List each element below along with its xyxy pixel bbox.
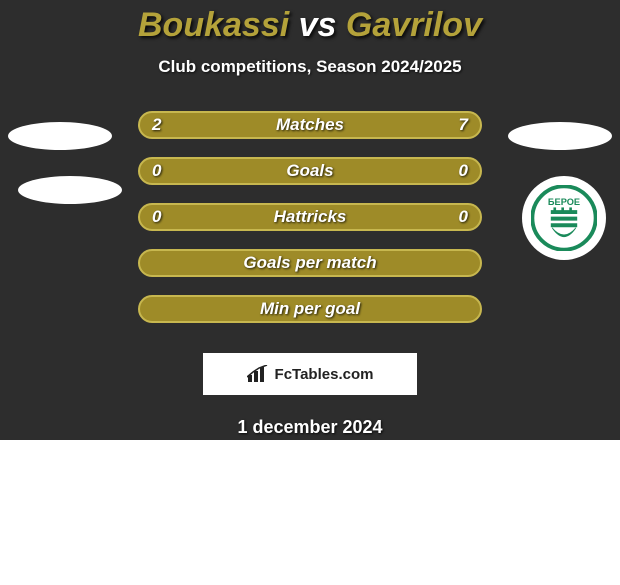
stat-row-matches: 2 Matches 7 (0, 111, 620, 139)
title-right-name: Gavrilov (346, 6, 482, 44)
stat-row-min-per-goal: Min per goal (0, 295, 620, 323)
stat-right-value: 7 (459, 115, 468, 135)
stat-right-value: 0 (459, 161, 468, 181)
fctables-watermark: FcTables.com (203, 353, 417, 395)
stat-label: Min per goal (140, 299, 480, 319)
content: Boukassi vs Gavrilov Club competitions, … (0, 0, 620, 438)
fctables-text: FcTables.com (275, 366, 374, 383)
stat-row-goals-per-match: Goals per match (0, 249, 620, 277)
stat-label: Goals (140, 161, 480, 181)
stat-right-value: 0 (459, 207, 468, 227)
stat-label: Goals per match (140, 253, 480, 273)
stat-label: Matches (140, 115, 480, 135)
subtitle: Club competitions, Season 2024/2025 (0, 57, 620, 77)
date: 1 december 2024 (0, 417, 620, 438)
title-vs: vs (299, 6, 337, 44)
stat-label: Hattricks (140, 207, 480, 227)
title-left-name: Boukassi (138, 6, 289, 44)
bar-chart-icon (247, 365, 269, 383)
stat-row-goals: 0 Goals 0 (0, 157, 620, 185)
stat-row-hattricks: 0 Hattricks 0 (0, 203, 620, 231)
page-title: Boukassi vs Gavrilov (0, 0, 620, 45)
